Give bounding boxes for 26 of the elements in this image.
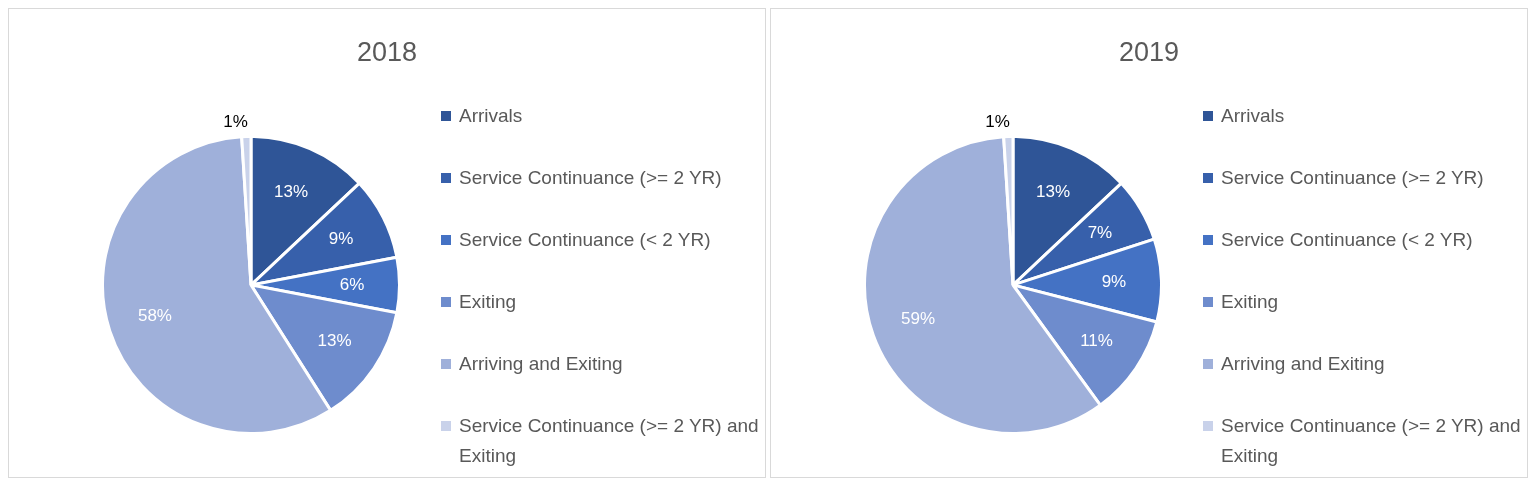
legend-label: Exiting	[1221, 290, 1280, 314]
legend-label: Arrivals	[459, 104, 524, 128]
data-label: 13%	[317, 331, 352, 351]
data-label: 6%	[339, 274, 365, 294]
legend-label: Service Continuance (>= 2 YR)	[1221, 166, 1485, 190]
data-label: 13%	[1036, 182, 1071, 202]
chart-title: 2018	[355, 37, 419, 68]
legend-label: Service Continuance (>= 2 YR) and Exiting	[1221, 414, 1521, 468]
data-label: 7%	[1087, 223, 1113, 243]
data-label: 1%	[985, 112, 1010, 132]
data-label: 13%	[274, 182, 309, 202]
data-label: 9%	[1101, 271, 1127, 291]
legend-label: Service Continuance (>= 2 YR) and Exiting	[459, 414, 759, 468]
legend-label: Service Continuance (< 2 YR)	[1221, 228, 1474, 252]
legend-label: Service Continuance (>= 2 YR)	[459, 166, 723, 190]
legend-label: Exiting	[459, 290, 518, 314]
legend-label: Service Continuance (< 2 YR)	[459, 228, 712, 252]
chart-title: 2019	[1117, 37, 1181, 68]
data-label: 58%	[137, 305, 172, 325]
data-label: 59%	[900, 308, 936, 328]
data-label: 9%	[328, 228, 354, 248]
legend-label: Arriving and Exiting	[1221, 352, 1386, 376]
data-label: 11%	[1080, 331, 1113, 351]
legend-label: Arrivals	[1221, 104, 1286, 128]
data-label: 1%	[223, 112, 248, 132]
legend-label: Arriving and Exiting	[459, 352, 624, 376]
